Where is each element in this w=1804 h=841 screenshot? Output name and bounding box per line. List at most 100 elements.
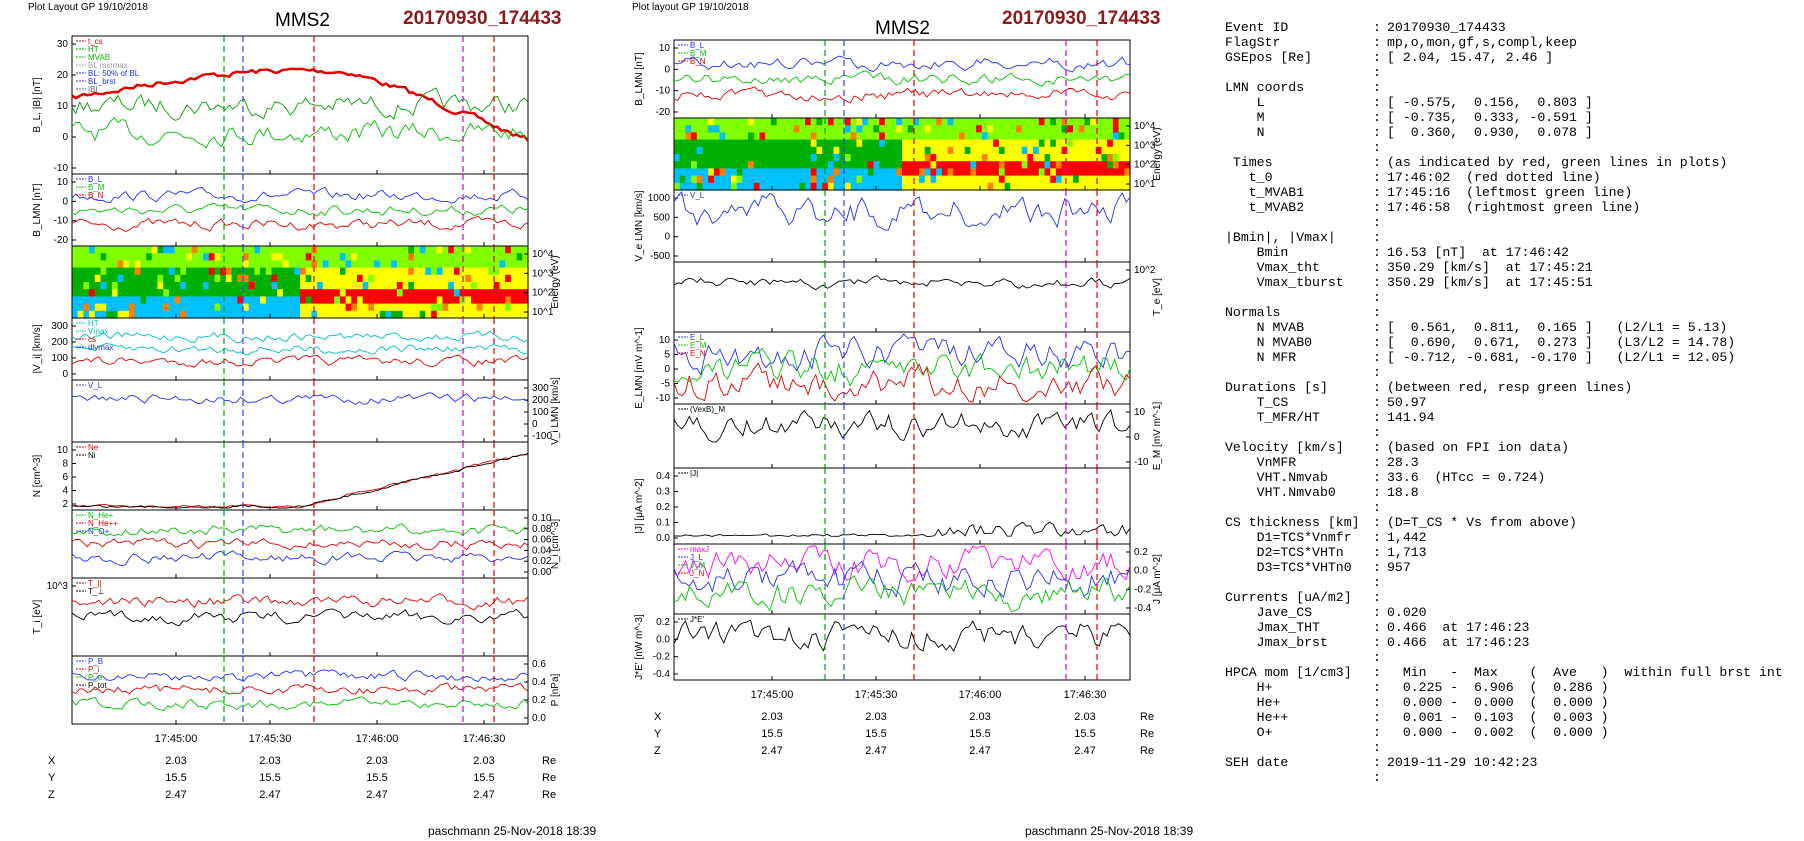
y-tick-label: 0.0 (1134, 566, 1148, 577)
spectrogram-cell (696, 175, 704, 184)
spectrogram-cell (322, 260, 330, 269)
spectrogram-cell (822, 154, 829, 162)
spectrogram-cell (936, 175, 943, 184)
pos-value: 2.03 (761, 711, 782, 723)
spectrogram-cell (1004, 139, 1011, 148)
spectrogram-cell (799, 139, 806, 148)
spectrogram-cell (436, 296, 444, 305)
spectrogram-cell (163, 310, 170, 319)
spectrogram-cell (180, 246, 187, 254)
summary-key: Vmax_tht (1225, 260, 1320, 275)
spectrogram-cell (282, 296, 290, 305)
summary-value: mp,o,mon,gf,s,compl,keep (1387, 35, 1577, 50)
spectrogram-cell (391, 289, 398, 297)
spectrogram-cell (759, 168, 766, 177)
spectrogram-cell (334, 282, 341, 290)
spectrogram-cell (351, 310, 358, 319)
spectrogram-cell (1050, 168, 1057, 177)
spectrogram-cell (522, 296, 529, 305)
spectrogram-cell (1090, 175, 1097, 184)
spectrogram-cell (1027, 161, 1034, 169)
spectrogram-cell (123, 310, 130, 319)
summary-colon: : (1373, 290, 1381, 305)
spectrogram-cell (482, 296, 489, 305)
summary-key: L (1225, 95, 1265, 110)
spectrogram-cell (522, 274, 529, 283)
spectrogram-cell (431, 260, 438, 269)
spectrogram-cell (351, 296, 358, 305)
spectrogram-cell (941, 168, 949, 177)
panel-nhe: 0.100.080.060.040.020.00N_i [cm^-3]N_He+… (71, 509, 561, 579)
spectrogram-cell (220, 267, 227, 276)
summary-key: SEH date (1225, 755, 1289, 770)
spectrogram-cell (334, 274, 341, 283)
spectrogram-cell (896, 146, 903, 155)
spectrogram-cell (742, 118, 749, 126)
spectrogram-cell (277, 310, 284, 319)
spectrogram-cell (357, 296, 364, 305)
pos-unit: Re (542, 755, 556, 767)
spectrogram-cell (231, 303, 238, 312)
spectrogram-cell (879, 139, 886, 148)
spectrogram-cell (305, 289, 312, 297)
spectrogram-cell (396, 289, 404, 297)
spectrogram-cell (679, 175, 686, 184)
spectrogram-cell (123, 267, 130, 276)
spectrogram-cell (436, 289, 444, 297)
legend-label: N_He++ (88, 519, 118, 528)
pos-label: X (654, 711, 662, 723)
spectrogram-cell (742, 168, 749, 177)
spectrogram-cell (1107, 168, 1114, 177)
spectrogram-cell (816, 161, 823, 169)
spectrogram-cell (191, 274, 198, 283)
spectrogram-cell (1055, 139, 1063, 148)
y-tick-label: 0.3 (656, 487, 670, 498)
spectrogram-cell (816, 132, 823, 141)
spectrogram-cell (907, 125, 914, 133)
spectrogram-cell (379, 260, 387, 269)
spectrogram-cell (345, 310, 352, 319)
summary-colon: : (1373, 560, 1381, 575)
spectrogram-cell (805, 182, 812, 191)
spectrogram-cell (759, 146, 766, 155)
spectrogram-cell (408, 267, 415, 276)
spectrogram-cell (414, 253, 421, 261)
spectrogram-cell (220, 274, 227, 283)
spectrogram-cell (674, 161, 681, 169)
spectrogram-cell (225, 246, 233, 254)
spectrogram-cell (1038, 182, 1046, 191)
spectrogram-cell (976, 139, 983, 148)
spectrogram-cell (1044, 182, 1051, 191)
spectrogram-cell (816, 175, 823, 184)
spectrogram-cell (214, 289, 221, 297)
spectrogram-cell (805, 168, 812, 177)
spectrogram-cell (505, 267, 512, 276)
spectrogram-cell (197, 289, 204, 297)
spectrogram-cell (197, 303, 204, 312)
spectrogram-cell (1038, 146, 1046, 155)
summary-colon: : (1373, 575, 1381, 590)
y-tick-label: -0.4 (653, 669, 671, 680)
spectrogram-cell (759, 182, 766, 191)
spectrogram-cell (753, 118, 761, 126)
spectrogram-cell (1044, 125, 1051, 133)
spectrogram-cell (696, 182, 704, 191)
spectrogram-cell (174, 260, 181, 269)
legend-label: T_|| (88, 579, 102, 588)
spectrogram-cell (311, 282, 318, 290)
legend-label: B_N (88, 191, 104, 200)
spectrogram-cell (850, 125, 857, 133)
summary-value: 0.000 - 0.002 ( 0.000 ) (1387, 725, 1609, 740)
y-axis-label: |V_i| [km/s] (32, 324, 43, 373)
spectrogram-cell (442, 296, 449, 305)
pos-label: Y (48, 772, 56, 784)
spectrogram-cell (753, 146, 761, 155)
spectrogram-cell (505, 282, 512, 290)
spectrogram-cell (799, 175, 806, 184)
spectrogram-cell (248, 274, 255, 283)
spectrogram-cell (510, 260, 518, 269)
spectrogram-cell (1061, 125, 1068, 133)
spectrogram-cell (691, 118, 698, 126)
spectrogram-cell (725, 118, 732, 126)
